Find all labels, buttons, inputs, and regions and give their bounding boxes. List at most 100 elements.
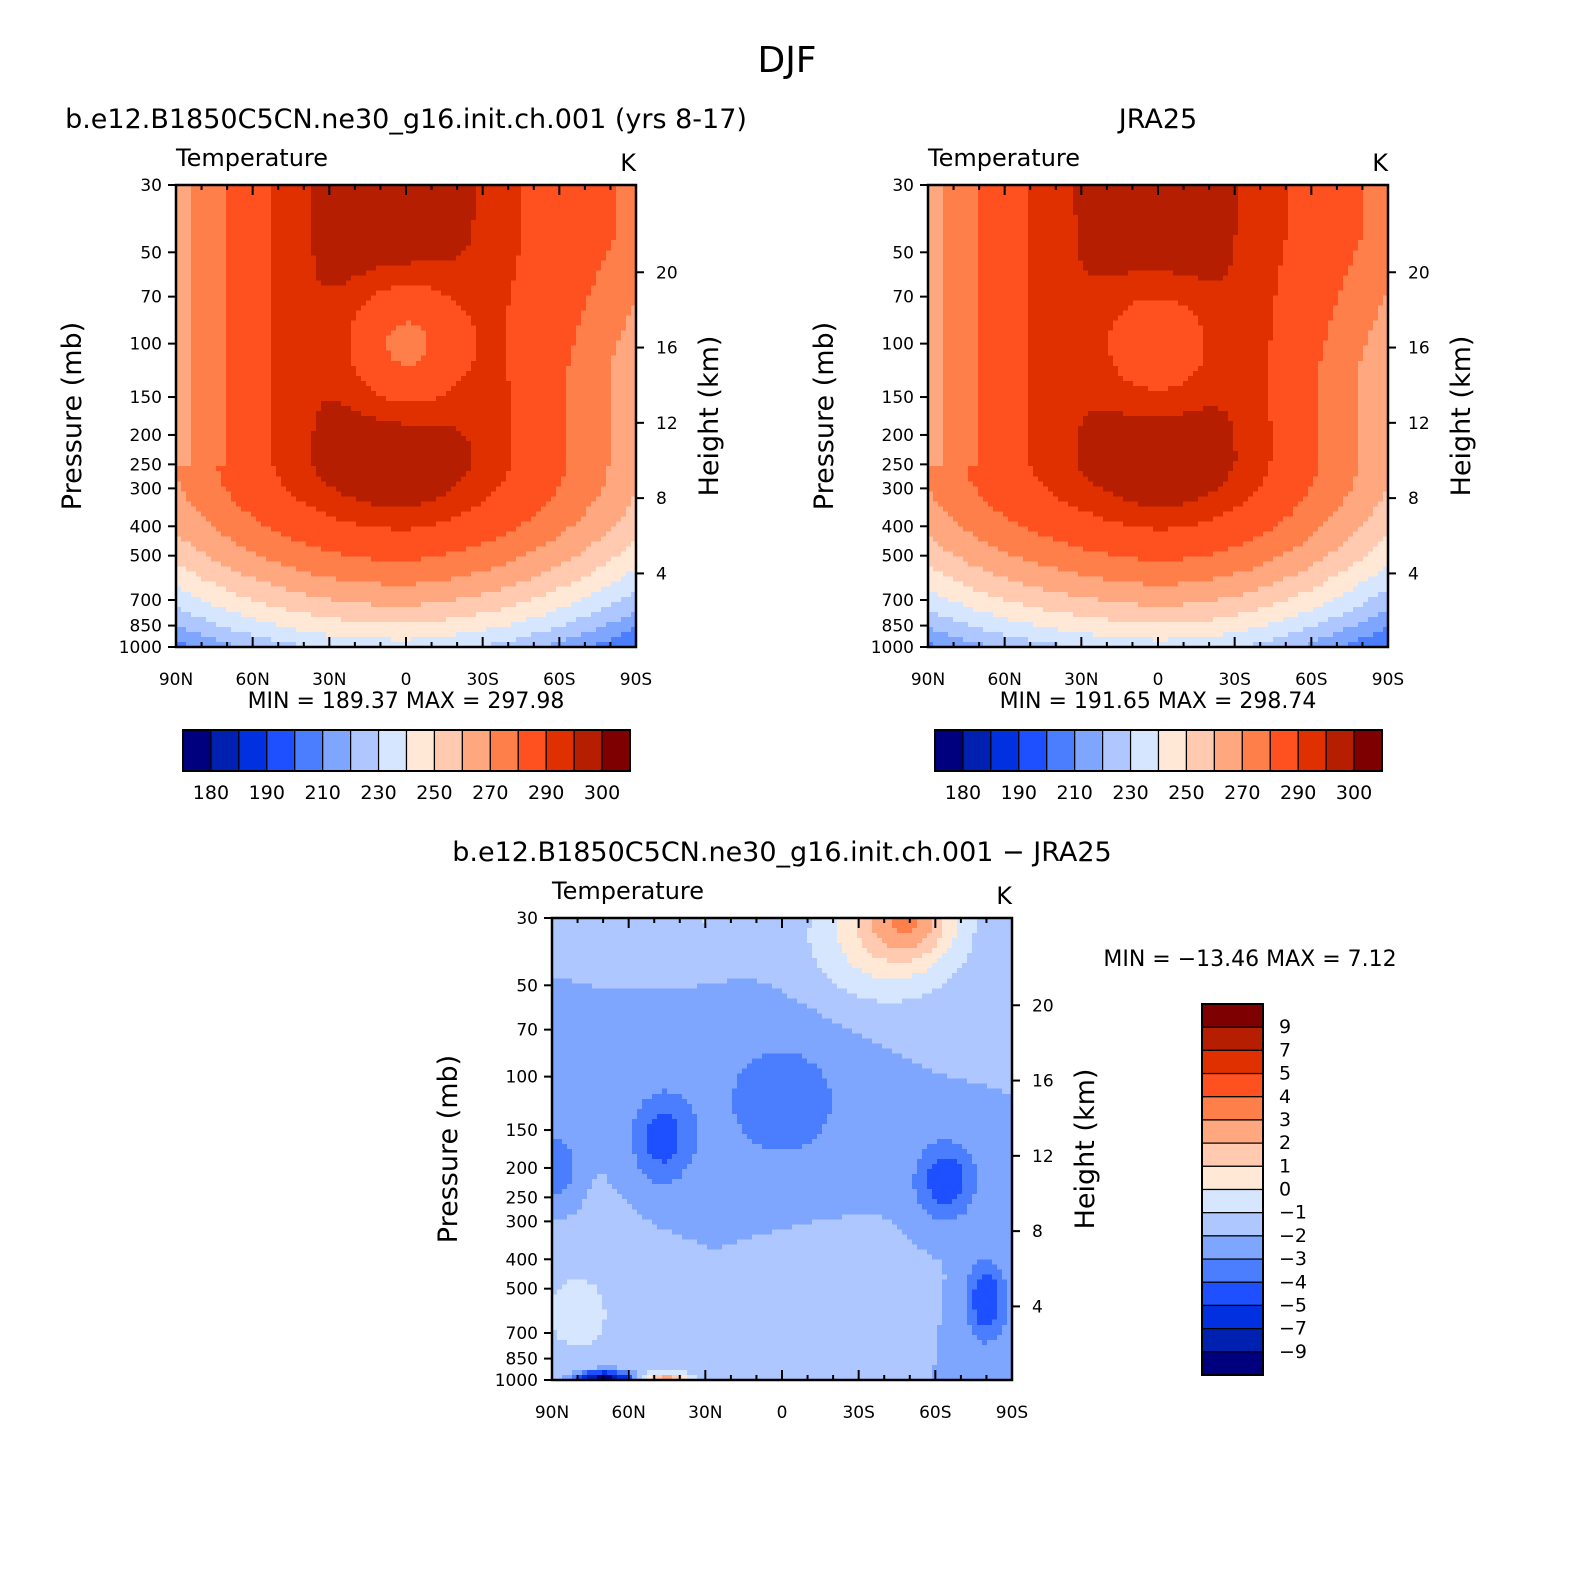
contour-cell [446,616,527,623]
contour-cell [857,923,873,929]
contour-cell [1363,355,1389,362]
contour-cell [456,380,512,387]
y2-tick-label: 8 [1408,489,1419,509]
contour-cell [271,235,312,241]
contour-cell [552,1369,573,1376]
panel-title: b.e12.B1850C5CN.ne30_g16.init.ch.001 − J… [452,837,1111,868]
contour-cell [927,1179,963,1185]
contour-cell [1323,345,1364,352]
contour-cell [552,1033,863,1040]
contour-cell [226,375,272,382]
contour-cell [1268,365,1319,372]
contour-cell [271,300,367,307]
contour-cell [942,953,968,959]
contour-cell [631,611,637,618]
contour-cell [1278,270,1349,276]
contour-cell [176,255,192,261]
panel-title: JRA25 [1117,104,1197,135]
contour-cell [1353,486,1389,492]
contour-cell [191,230,227,236]
contour-cell [1038,531,1264,538]
contour-cell [1343,280,1389,287]
contour-cell [963,581,1024,588]
contour-cell [476,330,507,337]
contour-cell [928,360,944,367]
contour-cell [1243,541,1304,548]
contour-cell [1288,195,1364,201]
contour-cell [576,616,622,623]
contour-cell [1318,446,1359,452]
contour-cell [271,375,362,382]
y2-tick-label: 16 [1032,1072,1054,1092]
contour-cell [476,350,507,357]
colorbar-swatch [962,729,992,772]
contour-cell [1198,315,1274,322]
contour-cell [456,596,532,603]
contour-cell [1198,275,1224,282]
contour-cell [552,1093,653,1100]
contour-cell [506,561,562,568]
contour-cell [1268,380,1319,387]
contour-cell [1343,591,1379,598]
contour-cell [376,265,517,271]
contour-cell [271,210,312,216]
contour-cell [521,235,617,241]
contour-cell [216,466,277,472]
contour-cell [967,1209,1013,1215]
contour-cell [311,210,477,216]
contour-cell [917,923,933,929]
contour-cell [566,410,612,417]
contour-cell [251,511,327,518]
contour-cell [446,551,527,558]
contour-cell [943,300,979,307]
contour-cell [1268,350,1324,357]
contour-cell [586,305,632,312]
contour-cell [311,451,472,457]
colorbar-swatch [1201,1304,1264,1330]
contour-cell [1363,190,1389,196]
contour-cell [1133,380,1184,387]
contour-cell [1273,305,1334,312]
contour-cell [191,235,227,241]
contour-cell [191,305,227,312]
y-tick-label: 1000 [119,638,162,658]
contour-cell [316,260,412,266]
contour-cell [1278,285,1344,292]
colorbar-label: 190 [1001,782,1037,804]
contour-cell [928,375,944,382]
contour-cell [937,1334,978,1341]
contour-cell [331,596,457,603]
contour-cell [1373,511,1389,518]
contour-cell [1123,410,1184,417]
contour-cell [817,1008,1013,1015]
contour-cell [972,1154,1013,1160]
contour-cell [1288,230,1364,236]
contour-cell [832,1093,1013,1100]
colorbar-label: 250 [1168,782,1204,804]
contour-cell [1358,471,1389,477]
contour-cell [271,526,392,533]
contour-cell [351,345,387,352]
contour-cell [571,581,612,588]
contour-cell [552,1334,558,1341]
contour-cell [1028,446,1079,452]
contour-cell [226,436,272,442]
contour-cell [682,1234,753,1240]
contour-cell [506,355,572,362]
contour-cell [1288,200,1364,206]
contour-cell [1123,521,1199,528]
contour-cell [1353,255,1389,261]
contour-cell [1308,536,1349,543]
colorbar-label: 2 [1279,1132,1291,1154]
contour-cell [968,476,1039,482]
contour-cell [943,421,979,427]
colorbar-swatch [1201,1258,1264,1283]
contour-cell [978,305,1029,312]
contour-cell [516,275,597,282]
contour-cell [928,345,944,352]
contour-cell [201,511,252,518]
contour-cell [1268,355,1324,362]
contour-cell [271,451,312,457]
contour-cell [391,526,412,533]
